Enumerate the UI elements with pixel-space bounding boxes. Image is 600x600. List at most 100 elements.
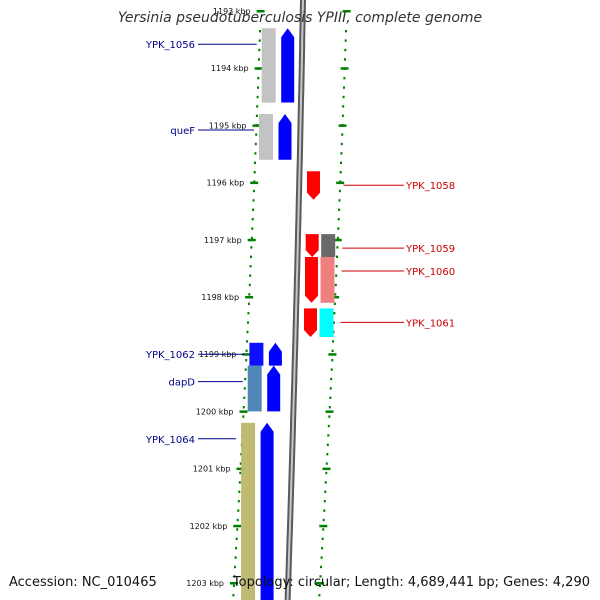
tick-track-left-dot [236,518,239,522]
major-tick-right [328,353,337,356]
map-title: Yersinia pseudotuberculosis YPIII, compl… [117,10,483,26]
kbp-tick-label: 1201 kbp [193,465,231,474]
tick-track-left-dot [247,302,250,305]
tick-track-right-dot [333,312,336,315]
tick-track-right-dot [336,255,338,258]
gene-arrow-ypk_1060 [305,257,318,303]
kbp-tick-label: 1200 kbp [196,407,234,416]
tick-track-right-dot [344,48,347,52]
major-tick-right [340,67,349,70]
tick-track-left-dot [244,368,247,371]
tick-track-left-dot [258,48,261,52]
tick-track-left-dot [254,152,257,155]
major-tick-left [239,410,248,413]
major-tick-right [319,524,328,528]
major-tick-right [336,181,345,185]
tick-track-right-dot [344,39,347,42]
cds-box-quef[interactable] [259,114,273,160]
tick-track-left-dot [232,584,235,587]
tick-track-left-dot [235,537,238,540]
tick-track-right-dot [328,406,331,409]
gene-arrow-dapd [267,365,281,412]
tick-track-left-dot [244,377,247,381]
tick-track-left-dot [255,133,258,136]
tick-track-right-dot [320,565,322,569]
gene-arrow-ypk_1062 [268,342,282,366]
tick-track-left-dot [252,199,255,202]
cds-box-ypk_1060[interactable] [320,257,335,303]
tick-track-right-dot [338,189,341,193]
gene-label-ypk_1056[interactable]: YPK_1056 [145,40,195,51]
gene-label-ypk_1061[interactable]: YPK_1061 [405,318,455,329]
tick-track-right-dot [342,95,345,99]
gene-label-ypk_1058[interactable]: YPK_1058 [405,181,455,192]
tick-track-left-dot [234,565,236,569]
tick-track-left-dot [245,349,248,352]
tick-track-right-dot [336,246,339,249]
tick-track-right-dot [332,340,335,343]
tick-track-right-dot [334,283,337,287]
genome-summary-text: Topology: circular; Length: 4,689,441 bp… [232,575,590,590]
tick-track-right-dot [324,481,327,484]
cds-box-ypk_1064[interactable] [241,422,256,600]
tick-track-left-dot [251,218,254,221]
tick-track-left-dot [257,77,260,80]
tick-track-right-dot [345,30,347,33]
cds-box-ypk_1056[interactable] [261,28,276,103]
cds-box-dapd[interactable] [247,365,262,412]
major-tick-left [250,181,259,185]
tick-track-left-dot [234,556,237,559]
gene-label-ypk_1060[interactable]: YPK_1060 [405,267,455,278]
tick-track-left-dot [254,161,256,164]
tick-track-right-dot [337,218,340,221]
tick-track-right-dot [318,594,321,597]
tick-track-right-dot [327,424,330,428]
tick-track-left-dot [247,312,250,315]
gene-arrow-ypk_1058 [307,171,320,200]
cds-box-ypk_1059[interactable] [321,234,336,257]
major-tick-right [322,467,331,471]
tick-track-right-dot [325,462,328,465]
tick-track-left-dot [246,340,249,343]
kbp-tick-label: 1196 kbp [206,179,244,188]
tick-track-left-dot [258,58,260,61]
tick-track-left-dot [257,86,259,89]
tick-track-left-dot [253,180,256,183]
tick-track-right-dot [319,575,322,578]
tick-track-right-dot [328,415,331,418]
tick-track-left-dot [242,415,245,418]
major-tick-left [230,582,238,585]
tick-track-left-dot [235,547,238,550]
gene-label-ypk_1062[interactable]: YPK_1062 [145,350,195,361]
tick-track-left-dot [249,265,252,268]
tick-track-right-dot [338,199,341,202]
major-tick-right [338,124,347,127]
tick-track-left-dot [237,500,240,503]
major-tick-left [233,524,242,528]
tick-track-right-dot [318,584,321,587]
tick-track-left-dot [248,283,251,287]
tick-track-right-dot [341,114,344,117]
tick-track-right-dot [341,133,344,136]
genome-backbone-highlight [286,0,304,600]
gene-label-dapd[interactable]: dapD [168,378,195,389]
tick-track-left-dot [243,387,246,390]
tick-track-right-dot [333,302,336,305]
tick-track-right-dot [326,453,329,456]
gene-label-ypk_1059[interactable]: YPK_1059 [405,244,455,255]
gene-label-ypk_1064[interactable]: YPK_1064 [145,435,195,446]
tick-track-right-dot [334,293,337,296]
tick-track-left-dot [238,481,241,484]
tick-track-right-dot [337,227,340,230]
cds-box-ypk_1062[interactable] [249,342,264,366]
gene-label-quef[interactable]: queF [170,126,195,137]
tick-track-left-dot [250,236,253,240]
cds-box-ypk_1061[interactable] [319,308,334,337]
tick-track-left-dot [232,594,235,597]
tick-track-right-dot [330,368,333,371]
tick-track-right-dot [323,500,326,503]
tick-track-right-dot [333,321,335,324]
tick-track-right-dot [321,547,324,550]
tick-track-right-dot [336,236,339,240]
